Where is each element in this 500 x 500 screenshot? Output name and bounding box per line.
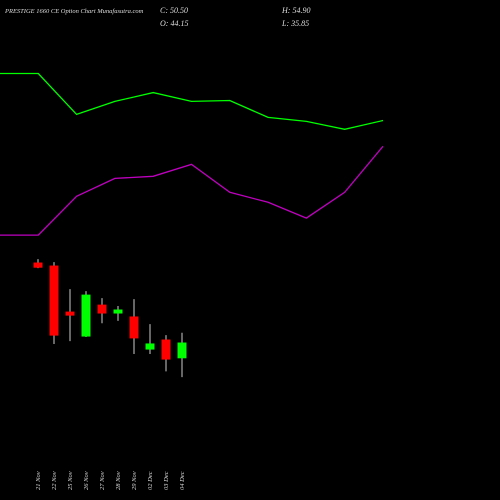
close-label: C: 50.50 <box>160 6 188 15</box>
candle-body <box>33 262 43 268</box>
x-tick-label: 27 Nov <box>99 471 106 490</box>
candle-body <box>81 294 91 337</box>
low-label: L: 35.85 <box>281 19 309 28</box>
x-tick-label: 02 Dec <box>147 471 154 490</box>
candle-body <box>161 339 171 360</box>
x-tick-label: 28 Nov <box>115 471 122 490</box>
candle-body <box>49 265 59 336</box>
chart-title: PRESTIGE 1660 CE Option Chart Munafasutr… <box>4 8 144 15</box>
x-tick-label: 22 Nov <box>51 471 58 490</box>
x-tick-label: 26 Nov <box>83 471 90 490</box>
x-tick-label: 25 Nov <box>67 471 74 490</box>
candle-body <box>113 309 123 314</box>
indicator-line <box>0 72 384 130</box>
x-tick-label: 29 Nov <box>131 471 138 490</box>
x-tick-label: 21 Nov <box>35 471 42 490</box>
x-tick-label: 03 Dec <box>163 471 170 490</box>
candle-body <box>65 311 75 316</box>
high-label: H: 54.90 <box>281 6 310 15</box>
open-label: O: 44.15 <box>160 19 188 28</box>
x-tick-label: 04 Dec <box>179 471 186 490</box>
candle-body <box>97 304 107 314</box>
candle-body <box>129 316 139 339</box>
candle-body <box>145 343 155 350</box>
indicator-line <box>0 145 384 236</box>
candle-body <box>177 342 187 359</box>
